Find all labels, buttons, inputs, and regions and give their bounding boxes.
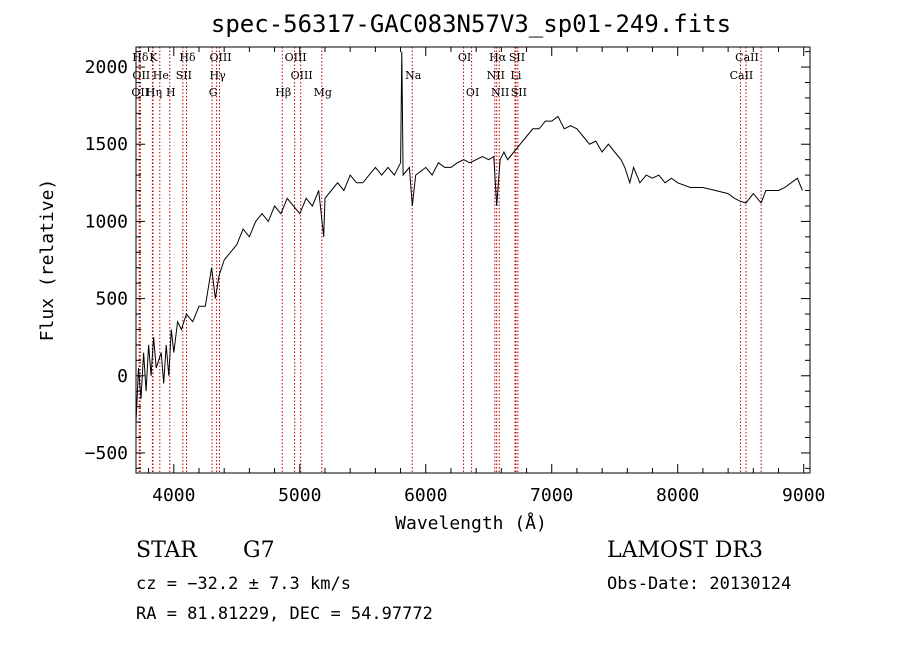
- survey-name: LAMOST DR3: [607, 538, 763, 563]
- line-marker-label: Hη: [146, 86, 162, 99]
- line-marker-label: SII: [176, 69, 192, 82]
- x-axis-label: Wavelength (Å): [395, 512, 547, 534]
- line-marker-label: Li: [511, 69, 522, 82]
- line-marker-label: G: [209, 86, 218, 99]
- line-marker-label: Hβ: [275, 86, 291, 99]
- line-markers: [138, 47, 762, 473]
- line-marker-label: SII: [509, 51, 525, 64]
- line-marker-label: Hδ: [132, 51, 149, 64]
- chart-title: spec-56317-GAC083N57V3_sp01-249.fits: [211, 10, 731, 38]
- x-tick-label: 4000: [152, 485, 195, 506]
- line-marker-label: OII: [132, 69, 150, 82]
- x-tick-label: 7000: [530, 485, 573, 506]
- x-tick-label: 9000: [782, 485, 825, 506]
- line-marker-label: OI: [466, 86, 479, 99]
- line-marker-label: Hδ: [179, 51, 196, 64]
- line-marker-label: OIII: [209, 51, 231, 64]
- x-tick-label: 5000: [278, 485, 321, 506]
- x-tick-label: 6000: [404, 485, 447, 506]
- line-marker-label: Hγ: [210, 69, 227, 82]
- flux-series-line: [135, 51, 803, 423]
- line-marker-label: Na: [405, 69, 422, 82]
- y-axis-label: Flux (relative): [37, 179, 58, 342]
- line-marker-label: CaII: [735, 51, 759, 64]
- line-marker-label: OI: [458, 51, 471, 64]
- line-marker-label: Mg: [314, 86, 332, 99]
- y-tick-label: −500: [85, 443, 128, 464]
- x-tick-label: 8000: [656, 485, 699, 506]
- x-axis: 4000 5000 6000 7000 8000 9000: [148, 47, 825, 506]
- y-tick-label: 2000: [85, 57, 128, 78]
- object-subclass: G7: [243, 538, 275, 563]
- line-marker-label: CaII: [730, 69, 754, 82]
- y-tick-label: 500: [95, 289, 128, 310]
- line-marker-label: OIII: [285, 51, 307, 64]
- line-marker-label: OIII: [291, 69, 313, 82]
- line-marker-label: Hα: [489, 51, 507, 64]
- line-marker-label: He: [153, 69, 169, 82]
- line-marker-label: H: [166, 86, 176, 99]
- line-marker-label: NII: [491, 86, 509, 99]
- line-marker-label: NII: [487, 69, 505, 82]
- coordinates-text: RA = 81.81229, DEC = 54.97772: [136, 604, 433, 624]
- plot-frame: [135, 46, 811, 474]
- y-tick-label: 1500: [85, 134, 128, 155]
- observation-date: Obs-Date: 20130124: [607, 574, 792, 594]
- line-marker-label: CaII: [750, 0, 774, 3]
- y-tick-label: 1000: [85, 211, 128, 232]
- y-tick-label: 0: [117, 366, 128, 387]
- line-marker-label: SII: [511, 86, 527, 99]
- y-axis: −500 0 500 1000 1500 2000: [85, 51, 810, 469]
- redshift-text: cz = −32.2 ± 7.3 km/s: [136, 574, 351, 594]
- line-marker-label: K: [149, 51, 158, 64]
- object-class: STAR: [136, 538, 197, 563]
